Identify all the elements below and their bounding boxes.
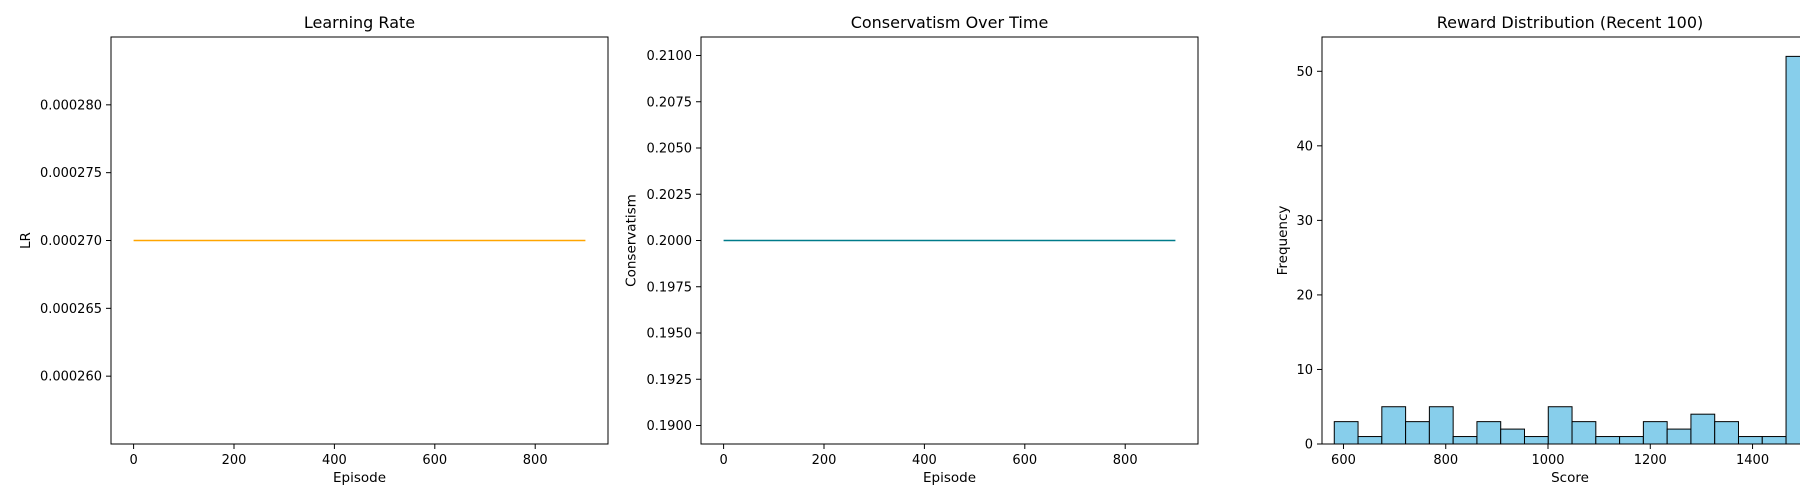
- histogram-bar: [1737, 436, 1763, 445]
- y-tick-label: 30: [1296, 214, 1313, 229]
- axes-frame: [110, 36, 609, 445]
- y-tick-label: 0.2075: [647, 95, 693, 110]
- histogram-bar: [1642, 421, 1668, 445]
- y-axis-label: LR: [18, 232, 34, 249]
- y-tick-label: 0.2000: [647, 234, 693, 249]
- histogram-bar: [1761, 436, 1787, 445]
- y-tick-label: 0.000270: [40, 234, 102, 249]
- y-tick-label: 0.000260: [40, 370, 102, 385]
- chart-learning-rate: Learning Rate 0 200 400 600 800 0.000260 0.000…: [18, 13, 609, 486]
- chart-title: Reward Distribution (Recent 100): [1437, 13, 1704, 32]
- x-tick-label: 800: [1113, 453, 1138, 468]
- y-tick-label: 0.2025: [647, 188, 693, 203]
- x-tick-label: 400: [912, 453, 937, 468]
- histogram-bar: [1666, 428, 1692, 445]
- x-tick-label: 600: [1012, 453, 1037, 468]
- axes-frame: [700, 36, 1199, 445]
- tick-group: 0 200 400 600 800 0.1900 0.1925 0.1950 0.1975 0.2…: [647, 49, 1138, 468]
- x-tick-label: 1000: [1531, 453, 1564, 468]
- histogram-bar: [1619, 436, 1644, 445]
- x-tick-label: 0: [129, 453, 137, 468]
- plot-area: [1333, 55, 1800, 445]
- y-tick-label: 0.000275: [40, 166, 102, 181]
- y-tick-label: 0.2100: [647, 49, 693, 64]
- x-tick-label: 400: [322, 453, 347, 468]
- y-tick-label: 0.000265: [40, 302, 102, 317]
- x-tick-label: 600: [1331, 453, 1356, 468]
- histogram-bar: [1476, 421, 1502, 445]
- x-tick-label: 200: [222, 453, 247, 468]
- histogram-bar: [1405, 421, 1430, 445]
- y-tick-label: 0: [1305, 438, 1313, 453]
- x-tick-label: 1400: [1736, 453, 1769, 468]
- histogram-bar: [1595, 436, 1621, 445]
- histogram-bar: [1547, 406, 1573, 445]
- x-tick-label: 1200: [1634, 453, 1667, 468]
- histogram-bar: [1333, 421, 1359, 445]
- y-axis-label: Conservatism: [623, 194, 639, 287]
- y-tick-label: 10: [1296, 363, 1313, 378]
- histogram-bar: [1690, 413, 1716, 445]
- histogram-bar: [1523, 436, 1549, 445]
- axes-frame: [1321, 36, 1800, 445]
- histogram-bar: [1381, 406, 1407, 445]
- x-axis-label: Score: [1551, 470, 1589, 486]
- y-tick-label: 0.000280: [40, 98, 102, 113]
- tick-group: 600 800 1000 1200 1400 0 10 20 30 40 50: [1296, 65, 1769, 468]
- histogram-bar: [1500, 428, 1525, 445]
- x-tick-label: 0: [719, 453, 727, 468]
- x-axis-label: Episode: [333, 470, 386, 486]
- x-axis-label: Episode: [923, 470, 976, 486]
- y-tick-label: 0.1950: [647, 327, 693, 342]
- x-tick-label: 600: [422, 453, 447, 468]
- y-tick-label: 40: [1296, 139, 1313, 154]
- y-axis-label: Frequency: [1275, 206, 1291, 276]
- chart-title: Conservatism Over Time: [851, 13, 1049, 32]
- histogram-bar: [1452, 436, 1478, 445]
- histogram-bar: [1357, 436, 1383, 445]
- x-tick-label: 200: [812, 453, 837, 468]
- y-tick-label: 0.1925: [647, 373, 693, 388]
- y-tick-label: 20: [1296, 288, 1313, 303]
- chart-reward-distribution: Reward Distribution (Recent 100) 600 800 1…: [1275, 13, 1800, 486]
- histogram-bar: [1571, 421, 1597, 445]
- chart-title: Learning Rate: [304, 13, 415, 32]
- x-tick-label: 800: [523, 453, 548, 468]
- y-tick-label: 0.2050: [647, 142, 693, 157]
- histogram-bar: [1428, 406, 1454, 445]
- y-tick-label: 0.1975: [647, 280, 693, 295]
- histogram-bar: [1714, 421, 1739, 445]
- tick-group: 0 200 400 600 800 0.000260 0.000265 0.000270 0.0…: [40, 98, 548, 468]
- x-tick-label: 800: [1433, 453, 1458, 468]
- histogram-bar: [1785, 55, 1800, 445]
- y-tick-label: 0.1900: [647, 419, 693, 434]
- y-tick-label: 50: [1296, 65, 1313, 80]
- chart-conservatism: Conservatism Over Time 0 200 400 600 800 0.19…: [623, 13, 1199, 486]
